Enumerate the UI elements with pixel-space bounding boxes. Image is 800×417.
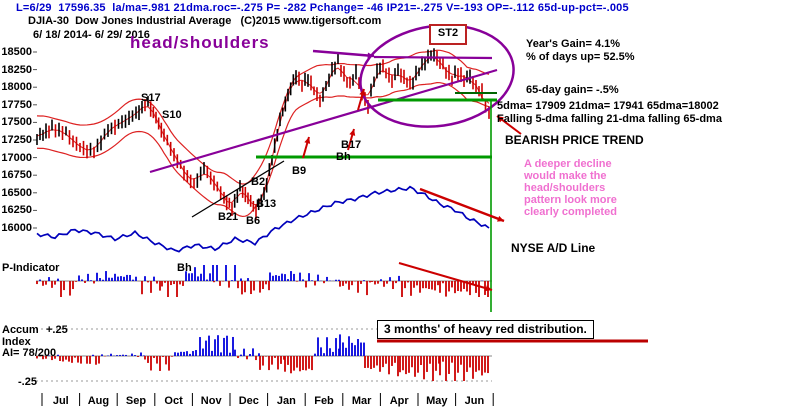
month-label: Oct — [164, 395, 183, 407]
ai-ratio-label: AI= 78/200 — [2, 347, 57, 359]
years-gain-label: Year's Gain= 4.1% — [526, 38, 621, 50]
red-arrows — [302, 88, 522, 292]
p-indicator-histogram — [36, 265, 489, 297]
nyse-ad-line — [36, 185, 490, 253]
pink-note: A deeper decline would make the head/shoul… — [524, 158, 617, 218]
accum-minus-level-label: -.25 — [18, 376, 37, 388]
price-axis-label: 17250 — [1, 134, 32, 146]
pink-note-line: pattern look more — [524, 194, 617, 206]
price-axis-label: 17500 — [1, 116, 32, 129]
pink-note-line: clearly completed — [524, 206, 617, 218]
month-label: Mar — [351, 395, 372, 407]
month-label: Dec — [238, 395, 259, 407]
falling-dmas-label: Falling 5-dma falling 21-dma falling 65-… — [497, 113, 722, 125]
month-label: Jul — [52, 395, 69, 407]
date-range: 6/ 18/ 2014- 6/ 29/ 2016 — [33, 29, 150, 41]
head-shoulders-label: head/shoulders — [130, 33, 270, 52]
days-up-label: % of days up= 52.5% — [526, 51, 635, 63]
chart-title: DJIA-30 Dow Jones Industrial Average (C)… — [28, 15, 382, 27]
month-label: Jun — [464, 395, 485, 407]
signal-label-bh: Bh — [177, 262, 192, 274]
indicator-stats-line: L=6/29 17596.35 la/ma=.981 21dma.roc=-.2… — [16, 2, 629, 14]
pink-note-line: would make the — [524, 170, 607, 182]
dma-values-label: 5dma= 17909 21dma= 17941 65dma=18002 — [497, 100, 719, 112]
distribution-note-box: 3 months' of heavy red distribution. — [377, 320, 594, 339]
gain-65day-label: 65-day gain= -.5% — [526, 84, 619, 96]
p-indicator-pane-label: P-Indicator — [2, 262, 60, 274]
signal-label-b2: B2 — [251, 176, 266, 188]
signal-label-b13: B13 — [256, 198, 277, 210]
bearish-trend-label: BEARISH PRICE TREND — [505, 133, 644, 147]
signal-label-b17: B17 — [341, 139, 362, 151]
signal-label-bh: Bh — [336, 151, 351, 163]
accum-histogram — [36, 334, 489, 381]
grid-and-ticks — [33, 51, 494, 406]
month-label: Feb — [314, 395, 334, 407]
price-axis-label: 17750 — [1, 98, 32, 111]
accum-pane-label: Accum — [2, 324, 39, 336]
month-label: May — [426, 395, 448, 407]
price-axis-label: 16250 — [1, 204, 32, 217]
index-pane-label: Index — [2, 336, 31, 348]
signal-label-b9: B9 — [292, 165, 307, 177]
signal-label-s10: S10 — [162, 109, 182, 121]
price-axis-label: 16750 — [1, 169, 32, 182]
month-label: Sep — [125, 395, 147, 407]
pink-note-line: A deeper decline — [524, 158, 612, 170]
price-axis-label: 18500 — [1, 46, 32, 58]
trend-annotations — [149, 24, 515, 312]
price-axis-label: 16000 — [1, 222, 32, 234]
price-axis-label: 18250 — [1, 63, 32, 76]
nyse-ad-line-label: NYSE A/D Line — [511, 241, 596, 255]
price-axis-label: 17000 — [1, 151, 32, 164]
month-label: Aug — [87, 395, 110, 407]
signal-label-b21: B21 — [218, 211, 239, 223]
accum-plus-level-label: +.25 — [46, 324, 68, 336]
price-axis-label: 18000 — [1, 81, 32, 94]
month-label: Jan — [276, 395, 296, 407]
st2-signal-box: ST2 — [429, 24, 467, 45]
signal-label-s17: S17 — [141, 92, 161, 104]
price-axis-label: 16500 — [1, 186, 32, 199]
pink-note-line: head/shoulders — [524, 182, 606, 194]
month-label: Apr — [389, 395, 409, 407]
signal-label-b6: B6 — [246, 215, 261, 227]
month-label: Nov — [200, 395, 222, 407]
